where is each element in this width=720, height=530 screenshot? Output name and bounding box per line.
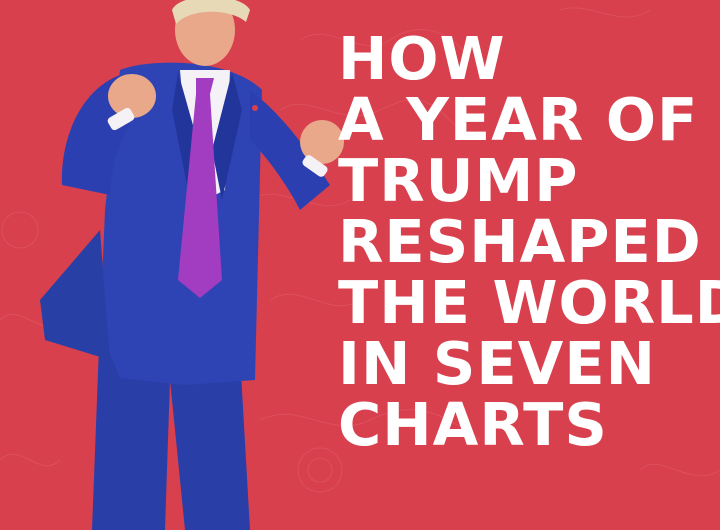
headline-line: TRUMP [338, 146, 579, 215]
left-fist [108, 74, 156, 118]
hair [172, 0, 250, 24]
headline-line: RESHAPED [338, 207, 702, 276]
headline-line: THE WORLD [338, 268, 720, 337]
headline: HOW A YEAR OF TRUMP RESHAPED THE WORLD I… [338, 28, 720, 455]
right-arm [250, 90, 330, 210]
headline-line: A YEAR OF [338, 85, 699, 154]
right-fist [300, 120, 344, 164]
tie [178, 78, 222, 298]
headline-line: IN SEVEN [338, 329, 657, 398]
face [175, 0, 235, 66]
headline-line: CHARTS [338, 390, 608, 459]
headline-line: HOW [338, 24, 506, 93]
photo-man-in-blue-suit [40, 0, 344, 530]
